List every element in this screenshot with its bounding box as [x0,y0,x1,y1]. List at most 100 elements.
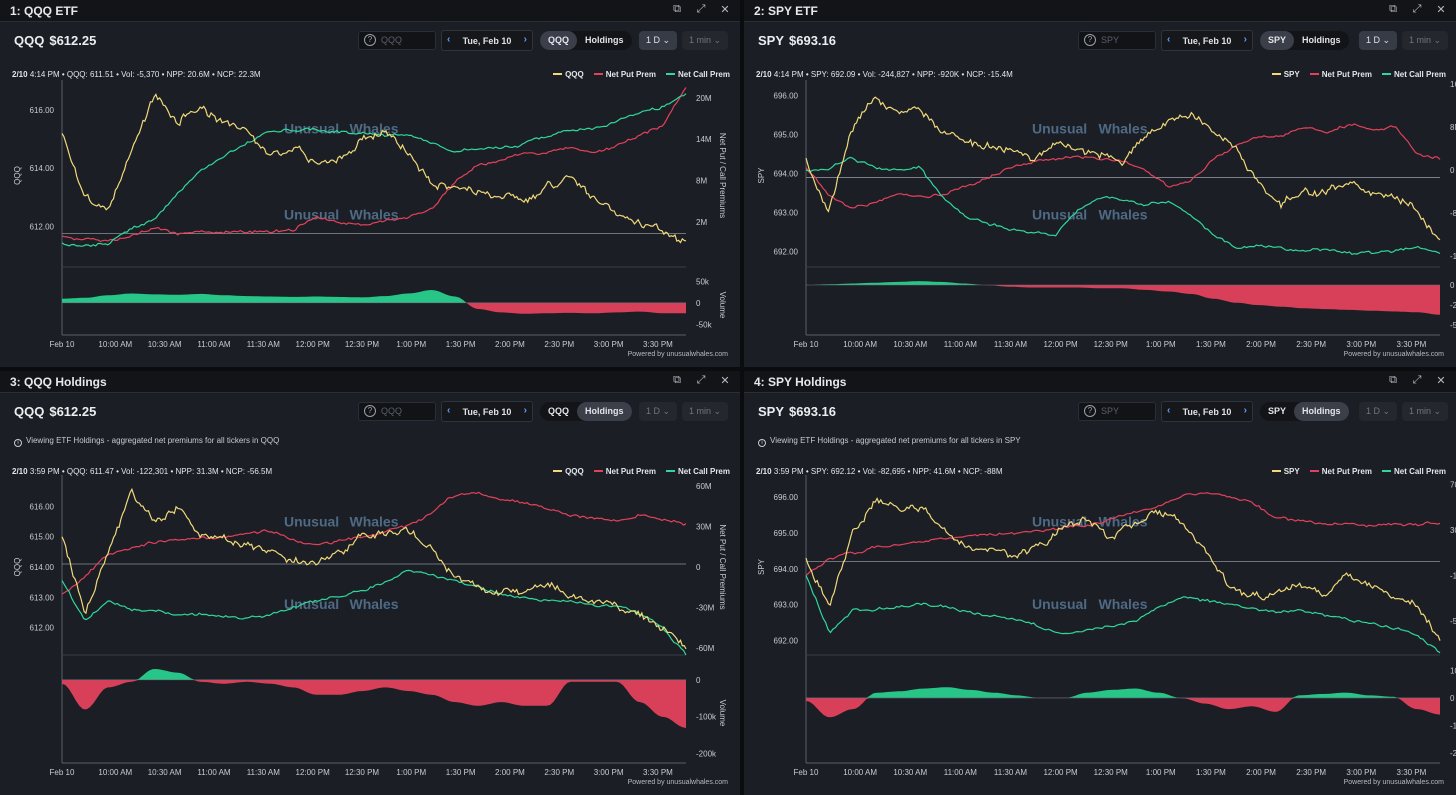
search-placeholder: QQQ [381,35,403,45]
x-tick-label: 2:30 PM [1296,768,1326,777]
popout-icon[interactable]: ⧉ [673,374,681,386]
readout-ncp: NCP: -88M [962,467,1003,476]
interval-value: 1 min [1409,406,1432,416]
volume-positive-area [806,281,1440,285]
chevron-right-icon[interactable]: › [523,405,527,416]
x-tick-label: 10:00 AM [98,768,132,777]
ticker-symbol: SPY [758,33,785,48]
popout-icon[interactable]: ⧉ [673,3,681,15]
legend-label: Net Put Prem [605,70,656,79]
popout-icon[interactable]: ⧉ [1389,3,1397,15]
legend-price[interactable]: SPY [1271,70,1300,79]
crosshair-readout: 2/10 4:14 PM • SPY: 692.09 • Vol: -244,8… [756,70,1013,79]
powered-by: Powered by unusualwhales.com [627,779,728,786]
readout-volume: Vol: -122,301 [121,467,169,476]
ticker-search-input[interactable]: ? QQQ [358,31,436,50]
volume-negative-area [62,679,686,728]
tab-etf[interactable]: SPY [1260,31,1295,50]
ticker-search-input[interactable]: ? SPY [1078,402,1156,421]
interval-dropdown[interactable]: 1 min ⌄ [1402,402,1449,421]
x-tick-label: 2:30 PM [544,768,574,777]
panel-title: 2: SPY ETF [754,4,818,18]
ticker-search-input[interactable]: ? SPY [1078,31,1156,50]
separator: • [955,467,963,476]
x-tick-label: 3:00 PM [1346,340,1376,349]
expand-icon[interactable]: ⤢ [1412,374,1422,386]
chevron-right-icon[interactable]: › [1243,405,1247,416]
chevron-down-icon: ⌄ [1431,406,1442,416]
chevron-left-icon[interactable]: ‹ [1167,34,1171,45]
period-dropdown[interactable]: 1 D ⌄ [639,31,678,50]
legend-price[interactable]: SPY [1271,467,1300,476]
chart-svg: Unusual Whales Unusual Whales 692.00 693.00 69… [757,80,1456,349]
period-dropdown[interactable]: 1 D ⌄ [1359,402,1398,421]
period-dropdown[interactable]: 1 D ⌄ [1359,31,1398,50]
period-dropdown[interactable]: 1 D ⌄ [639,402,678,421]
legend-swatch [593,470,603,472]
legend-net-call[interactable]: Net Call Prem [1381,70,1446,79]
volume-tick-label: 0 [1450,694,1455,703]
volume-tick-label: -100k [696,713,717,722]
close-icon[interactable]: ✕ [1436,375,1446,387]
expand-icon[interactable]: ⤢ [1412,3,1422,15]
date-label: Tue, Feb 10 [1182,407,1232,417]
tab-holdings[interactable]: Holdings [1294,402,1349,421]
y-tick-label: 693.00 [774,208,799,217]
legend-net-put[interactable]: Net Put Prem [1309,467,1372,476]
close-icon[interactable]: ✕ [720,4,730,16]
separator: • [803,467,811,476]
y-tick-label: 695.00 [774,131,799,140]
chevron-down-icon: ⌄ [711,35,722,45]
chevron-left-icon[interactable]: ‹ [447,405,451,416]
watermark-whales: Whales [349,206,398,222]
x-tick-label: 2:00 PM [1246,340,1276,349]
y-axis-title: QQQ [13,166,22,185]
ticker-search-input[interactable]: ? QQQ [358,402,436,421]
chevron-left-icon[interactable]: ‹ [447,34,451,45]
popout-icon[interactable]: ⧉ [1389,374,1397,386]
legend-net-put[interactable]: Net Put Prem [593,70,656,79]
info-text: Viewing ETF Holdings - aggregated net pr… [770,436,1021,445]
legend-net-call[interactable]: Net Call Prem [1381,467,1446,476]
interval-value: 1 min [1409,35,1432,45]
legend-net-call[interactable]: Net Call Prem [665,467,730,476]
legend-net-put[interactable]: Net Put Prem [593,467,656,476]
legend-price[interactable]: QQQ [553,70,584,79]
close-icon[interactable]: ✕ [720,375,730,387]
y-tick-label: 612.00 [30,222,55,231]
y-tick-label: 696.00 [774,493,799,502]
interval-dropdown[interactable]: 1 min ⌄ [1402,31,1449,50]
legend-net-call[interactable]: Net Call Prem [665,70,730,79]
ticker-last-price: $693.16 [789,404,837,419]
interval-dropdown[interactable]: 1 min ⌄ [682,402,729,421]
readout-date: 2/10 [756,467,772,476]
tab-holdings[interactable]: Holdings [1302,35,1341,45]
interval-value: 1 min [689,35,712,45]
tab-etf[interactable]: SPY [1268,406,1287,416]
legend-price[interactable]: QQQ [553,467,584,476]
legend-net-put[interactable]: Net Put Prem [1309,70,1372,79]
net-call-line [805,575,1441,654]
chevron-right-icon[interactable]: › [1243,34,1247,45]
readout-npp: NPP: -920K [917,70,960,79]
volume-positive-area [62,669,686,680]
y2-tick-label: 16M [1450,80,1456,89]
separator: • [909,70,917,79]
volume-tick-label: -200k [696,750,717,759]
chevron-right-icon[interactable]: › [523,34,527,45]
date-navigator: ‹ Tue, Feb 10 › [1161,401,1253,422]
net-put-line [61,491,687,595]
interval-dropdown[interactable]: 1 min ⌄ [682,31,729,50]
date-label: Tue, Feb 10 [462,407,512,417]
tab-holdings[interactable]: Holdings [577,402,632,421]
tab-etf[interactable]: QQQ [540,31,578,50]
chevron-left-icon[interactable]: ‹ [1167,405,1171,416]
close-icon[interactable]: ✕ [1436,4,1446,16]
tab-etf[interactable]: QQQ [548,406,570,416]
expand-icon[interactable]: ⤢ [696,3,706,15]
y-tick-label: 616.00 [30,502,55,511]
info-icon: i [758,439,766,447]
tab-holdings[interactable]: Holdings [585,35,624,45]
expand-icon[interactable]: ⤢ [696,374,706,386]
date-navigator: ‹ Tue, Feb 10 › [1161,30,1253,51]
